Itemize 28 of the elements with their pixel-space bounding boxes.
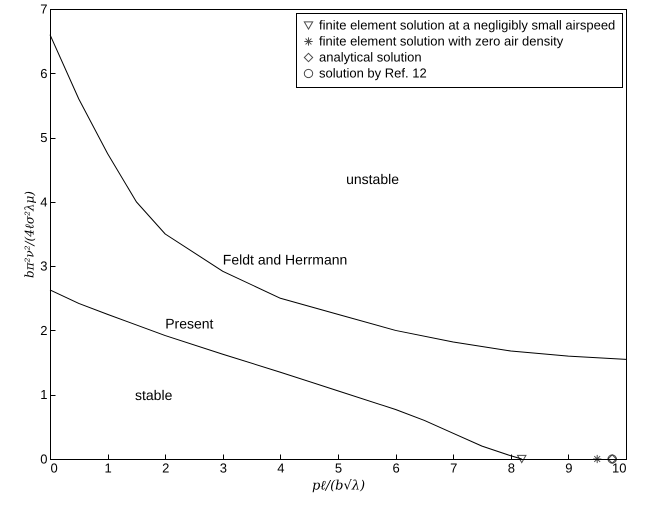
y-tick-label: 2 (40, 322, 48, 338)
x-tick-label: 8 (508, 460, 515, 476)
x-tick-label: 7 (450, 460, 458, 476)
y-tick-label: 5 (40, 130, 48, 146)
x-tick-label: 1 (104, 460, 112, 476)
x-tick-label: 5 (334, 460, 342, 476)
annotation: unstable (346, 171, 400, 187)
x-tick-label: 4 (277, 460, 285, 476)
series-label: Present (165, 316, 214, 332)
x-tick-label: 3 (220, 460, 227, 476)
y-tick-label: 3 (40, 258, 48, 274)
legend-label: solution by Ref. 12 (319, 66, 427, 80)
x-tick-label: 0 (50, 460, 58, 476)
legend-label: finite element solution with zero air density (319, 34, 564, 48)
x-tick-label: 6 (392, 460, 400, 476)
y-tick-label: 4 (40, 194, 48, 210)
x-axis-title: pℓ/(b√λ) (312, 478, 366, 494)
y-tick-label: 7 (40, 2, 48, 16)
legend-label: analytical solution (319, 50, 422, 64)
x-tick-label: 10 (612, 460, 626, 476)
annotation: stable (135, 387, 173, 403)
y-axis-title: bπ²ν²/(4ℓσ²λμ) (22, 190, 36, 278)
legend-label: finite element solution at a negligibly small airspeed (319, 18, 616, 32)
series-label: Feldt and Herrmann (222, 251, 348, 268)
x-tick-label: 2 (162, 460, 170, 476)
x-tick-label: 9 (565, 460, 573, 476)
y-tick-label: 1 (40, 387, 48, 402)
y-tick-label: 6 (40, 66, 48, 81)
